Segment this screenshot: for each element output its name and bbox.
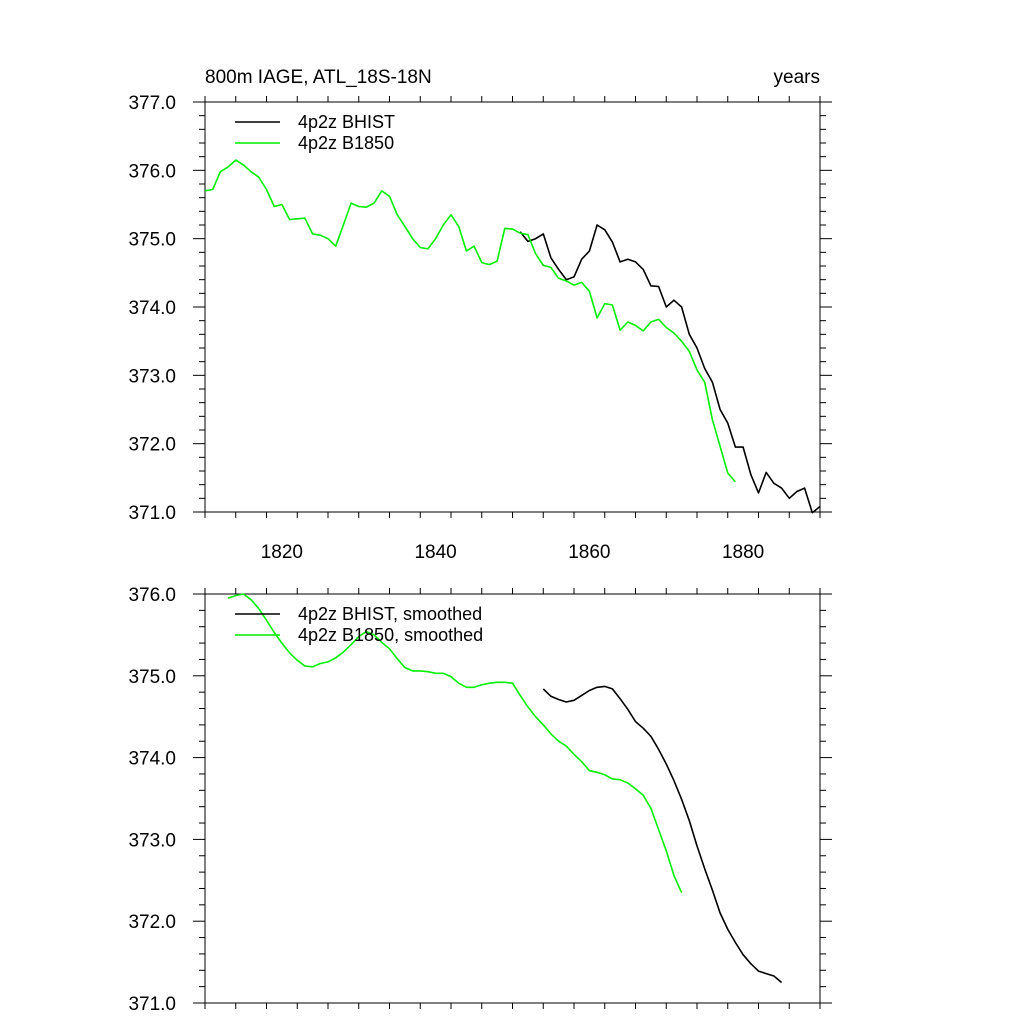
y-tick-label: 374.0 [128,298,176,319]
y-tick-label: 375.0 [128,230,176,251]
chart-panel-1: 1820 1840 1860 1880 371.0 372.0 373.0 374.0 375.… [128,67,832,563]
legend-label: 4p2z B1850 [298,133,394,153]
legend-label: 4p2z BHIST, smoothed [298,604,482,624]
chart-title-right: years [774,67,820,88]
y-tick-label: 371.0 [128,503,176,524]
legend-label: 4p2z B1850, smoothed [298,625,483,645]
x-tick-label: 1840 [414,542,456,563]
y-tick-label: 377.0 [128,93,176,114]
series-line-b1850 [204,159,737,483]
series-line-bhist [542,685,783,984]
y-tick-label: 376.0 [128,161,176,182]
chart-panel-2: 371.0 372.0 373.0 374.0 375.0 376.0 4p2z BHIST… [128,585,832,1015]
x-tick-label: 1880 [722,542,764,563]
plot-frame [204,593,821,1004]
series-line-bhist [519,224,821,514]
y-tick-label: 372.0 [128,435,176,456]
y-tick-label: 373.0 [128,830,176,851]
y-tick-label: 374.0 [128,749,176,770]
legend-label: 4p2z BHIST [298,112,395,132]
plot-frame [204,101,821,513]
y-tick-label: 375.0 [128,667,176,688]
chart-title: 800m IAGE, ATL_18S-18N [205,67,432,88]
y-tick-label: 373.0 [128,366,176,387]
y-tick-label: 376.0 [128,585,176,606]
y-tick-label: 371.0 [128,994,176,1015]
series-line-b1850 [227,593,683,893]
x-tick-label: 1820 [261,542,303,563]
y-tick-label: 372.0 [128,912,176,933]
x-tick-label: 1860 [568,542,610,563]
